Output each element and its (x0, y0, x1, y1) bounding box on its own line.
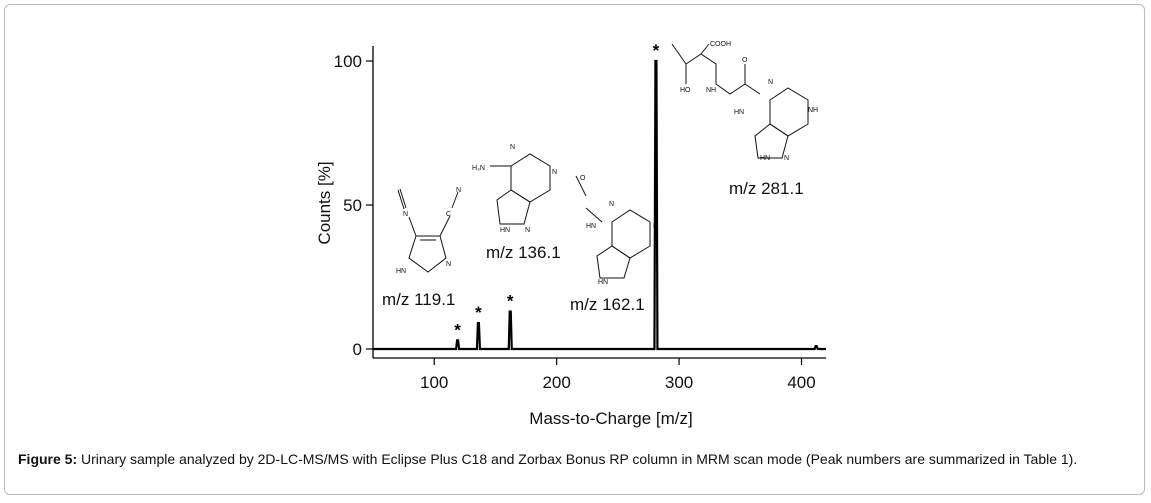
atom-label: HN (760, 155, 770, 162)
atom-label: COOH (710, 41, 731, 48)
structure-162: O HN N N HN (575, 175, 658, 286)
x-tick-label: 400 (787, 373, 815, 392)
x-axis-title: Mass-to-Charge [m/z] (529, 409, 692, 428)
peak-label-162: m/z 162.1 (570, 295, 645, 314)
atom-label: HN (598, 279, 608, 286)
atom-label: HN (586, 223, 596, 230)
atom-label: N (525, 227, 530, 234)
x-tick-label: 300 (665, 373, 693, 392)
peak-marker: * (454, 320, 461, 339)
atom-label: NH (706, 87, 716, 94)
atom-label: N (456, 187, 461, 194)
peak-label-281: m/z 281.1 (729, 179, 804, 198)
structure-136: H₃N N N HN N (472, 144, 557, 234)
atom-label: N (784, 155, 789, 162)
atom-label: H₃N (472, 165, 485, 172)
atom-label: N (552, 169, 557, 176)
y-tick-label: 100 (334, 52, 362, 71)
atom-label: C (446, 211, 451, 218)
peak-label-119: m/z 119.1 (382, 290, 455, 309)
peak-label-136: m/z 136.1 (486, 243, 561, 262)
mass-spectrum-chart: 100 200 300 400 0 50 100 * * * * Counts [%] Mass-… (315, 41, 826, 428)
atom-label: O (580, 175, 586, 182)
x-tick-label: 100 (420, 373, 448, 392)
y-tick-label: 50 (343, 196, 362, 215)
atom-label: N (609, 201, 614, 208)
atom-label: N (510, 144, 515, 151)
caption-label: Figure 5: (18, 451, 78, 467)
structure-119: N N C N HN (396, 187, 461, 275)
peak-markers: * * * * (454, 41, 659, 339)
atom-label: HN (500, 227, 510, 234)
spectrum-trace (373, 59, 826, 351)
y-tick-label: 0 (353, 340, 362, 359)
peak-marker: * (475, 303, 482, 322)
atom-label: HO (680, 87, 691, 94)
atom-label: N (653, 223, 658, 230)
x-tick-label: 200 (542, 373, 570, 392)
atom-label: NH (808, 107, 818, 114)
peak-marker: * (653, 41, 660, 60)
axis-ticks: 100 200 300 400 0 50 100 (334, 52, 816, 392)
atom-label: HN (734, 109, 744, 116)
atom-label: O (742, 57, 748, 64)
figure-frame (4, 4, 1145, 495)
peak-marker: * (507, 292, 514, 311)
y-axis-title: Counts [%] (315, 161, 334, 244)
atom-label: HN (396, 268, 406, 275)
atom-label: N (403, 211, 408, 218)
figure-caption: Figure 5: Urinary sample analyzed by 2D-… (18, 450, 1136, 469)
atom-label: N (446, 261, 451, 268)
atom-label: N (768, 79, 773, 86)
caption-text: Urinary sample analyzed by 2D-LC-MS/MS w… (77, 451, 1078, 467)
structure-281: COOH O HO NH HN N NH HN N (671, 41, 818, 162)
